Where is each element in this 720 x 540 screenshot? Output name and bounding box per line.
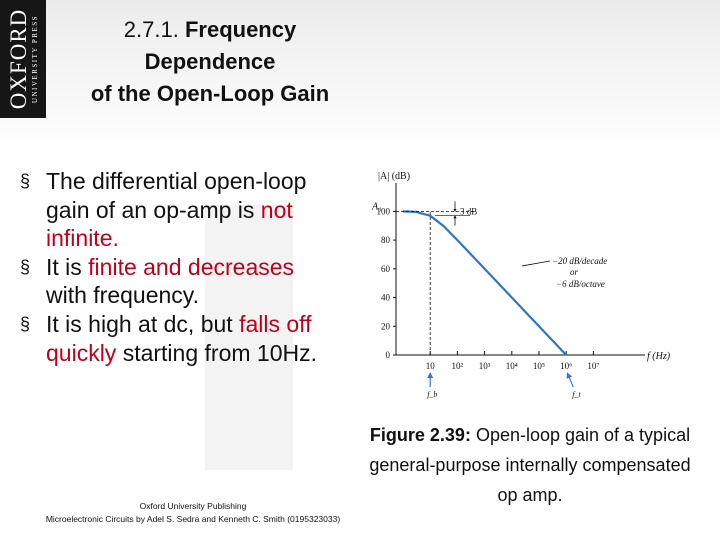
footer-line-2: Microelectronic Circuits by Adel S. Sedr… [45, 514, 341, 524]
y-ticks: 0 20 40 60 80 100 [377, 206, 396, 360]
x-tick-label: 10² [452, 361, 464, 371]
open-loop-gain-chart: |A| (dB) f (Hz) 0 20 40 60 80 100 10 10² 10³ 10⁴… [371, 171, 671, 399]
x-tick-label: 10⁶ [560, 361, 572, 371]
x-tick-label: 10 [426, 361, 436, 371]
bullet-emphasis: finite and decreases [88, 253, 295, 280]
slope-label-octave: −6 dB/octave [556, 279, 605, 289]
bullet-text: starting from 10Hz. [116, 339, 317, 366]
figure-caption-label: Figure 2.39: [369, 425, 471, 445]
title-line-3: of the Open-Loop Gain [90, 81, 330, 106]
ft-arrow [566, 372, 574, 388]
oxford-logo-sub: UNIVERSITY PRESS [31, 14, 39, 104]
a0-label: A₀ [371, 201, 382, 212]
x-tick-label: 10⁴ [506, 361, 518, 371]
bullet-item: § The differential open-loop gain of an … [18, 167, 318, 253]
figure-caption: Figure 2.39: Open-loop gain of a typical… [360, 420, 700, 510]
title-number: 2.7.1. [123, 17, 179, 42]
figure-caption-text: Open-loop gain of a typical general-purp… [369, 425, 691, 505]
footer-line-1: Oxford University Publishing [139, 501, 247, 511]
title-band [0, 0, 720, 150]
y-tick-label: 60 [381, 264, 391, 274]
fb-label: f_b [427, 390, 437, 399]
footer-credit: Oxford University Publishing Microelectr… [28, 500, 358, 526]
bullet-list: § The differential open-loop gain of an … [18, 167, 318, 367]
oxford-logo: OXFORD UNIVERSITY PRESS [0, 0, 46, 118]
bullet-item: § It is high at dc, but falls off quickl… [18, 310, 318, 367]
bullet-text: It is high at dc, but [46, 310, 240, 337]
x-axis-label: f (Hz) [647, 351, 671, 362]
title-line-2: Dependence [144, 49, 276, 74]
y-tick-label: 100 [377, 206, 391, 216]
y-axis-label: |A| (dB) [378, 171, 410, 182]
x-tick-label: 10³ [479, 361, 491, 371]
x-tick-label: 10⁵ [533, 361, 545, 371]
three-db-label: 3 dB [460, 206, 477, 216]
slope-label-decade: −20 dB/decade [552, 256, 607, 266]
bullet-text: It is [46, 253, 89, 280]
slide-title: 2.7.1. Frequency Dependence of the Open-… [60, 14, 360, 110]
bullet-text: with frequency. [46, 282, 199, 309]
x-tick-label: 10⁷ [587, 361, 599, 371]
ft-label: f_t [572, 390, 581, 399]
bullet-emphasis: falls off quickly [46, 310, 312, 366]
title-word-1: Frequency [184, 17, 297, 42]
x-ticks: 10 10² 10³ 10⁴ 10⁵ 10⁶ 10⁷ [426, 351, 599, 371]
y-tick-label: 40 [381, 293, 391, 303]
y-tick-label: 0 [386, 350, 391, 360]
bullet-text: The differential open-loop gain of an op… [46, 168, 307, 223]
three-db-marker [435, 201, 470, 226]
slope-pointer-line [521, 260, 551, 267]
bullet-square-icon: § [20, 171, 31, 191]
slope-label-or: or [570, 267, 579, 277]
bullet-emphasis: not infinite. [46, 196, 293, 252]
bullet-square-icon: § [20, 256, 31, 277]
gain-curve [402, 210, 567, 356]
title-line-1: 2.7.1. Frequency [60, 14, 360, 46]
y-tick-label: 20 [381, 321, 391, 331]
oxford-logo-text: OXFORD UNIVERSITY PRESS [6, 8, 39, 110]
bullet-item: § It is finite and decreases with freque… [18, 253, 318, 310]
book-cover-watermark [205, 205, 293, 470]
y-tick-label: 80 [381, 235, 391, 245]
oxford-logo-name: OXFORD [6, 8, 31, 110]
bullet-square-icon: § [20, 313, 31, 334]
